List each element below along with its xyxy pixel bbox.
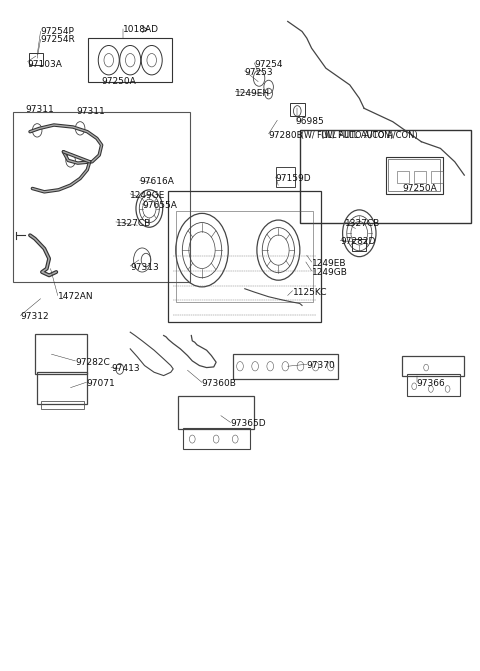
Text: 97655A: 97655A [142,201,177,210]
Text: 1249EB: 1249EB [312,259,346,268]
Bar [402,356,464,376]
Bar [388,160,441,191]
Text: 1125KC: 1125KC [292,288,327,297]
Text: 97370: 97370 [307,361,336,370]
Bar [40,401,84,409]
Bar [176,211,313,302]
Text: 97413: 97413 [111,364,140,373]
Text: 1249EH: 1249EH [235,89,270,98]
Bar [414,171,426,183]
Text: 96985: 96985 [295,117,324,126]
Bar [289,103,305,116]
Text: 97282D: 97282D [340,238,375,246]
Text: 97311: 97311 [77,107,106,116]
Bar [88,38,172,82]
Text: 1327CB: 1327CB [345,219,380,227]
Text: 97366: 97366 [417,379,445,388]
Bar [13,111,190,282]
Text: 97282C: 97282C [75,358,110,367]
Text: 97254: 97254 [254,60,283,68]
Text: 97280B: 97280B [269,131,303,140]
Text: 97103A: 97103A [28,60,62,68]
Text: 1249GE: 1249GE [130,191,166,200]
Text: 97360B: 97360B [202,379,237,388]
Text: 97311: 97311 [25,105,54,114]
Bar [183,427,250,449]
Text: 97313: 97313 [130,263,159,272]
Bar [276,167,295,187]
Bar [37,372,87,404]
Bar [29,53,43,65]
Text: 97250A: 97250A [402,184,437,193]
Bar [352,240,366,252]
Bar [431,171,443,183]
Text: 97159D: 97159D [276,174,312,183]
Text: 97616A: 97616A [140,177,175,187]
Text: 97071: 97071 [86,379,115,388]
Bar [168,191,321,322]
Text: 97250A: 97250A [102,77,136,86]
Text: (W/ FULL AUTO A/CON): (W/ FULL AUTO A/CON) [301,131,393,140]
Bar [233,354,338,379]
Text: 97253: 97253 [245,68,274,76]
Text: 1249GB: 1249GB [312,268,348,276]
Text: 1018AD: 1018AD [123,25,159,34]
Text: 1472AN: 1472AN [58,293,93,301]
Text: (W/ FULL AUTO A/CON): (W/ FULL AUTO A/CON) [321,131,418,140]
Bar [35,334,87,374]
Text: 97254R: 97254R [40,35,75,44]
Text: 1327CB: 1327CB [116,219,151,227]
Text: 97365D: 97365D [230,419,266,428]
Text: 97254P: 97254P [40,27,74,36]
Text: 97312: 97312 [21,312,49,321]
Bar [178,396,254,429]
Bar [385,157,443,193]
Bar [407,374,459,396]
Bar [300,130,471,223]
Bar [397,171,409,183]
